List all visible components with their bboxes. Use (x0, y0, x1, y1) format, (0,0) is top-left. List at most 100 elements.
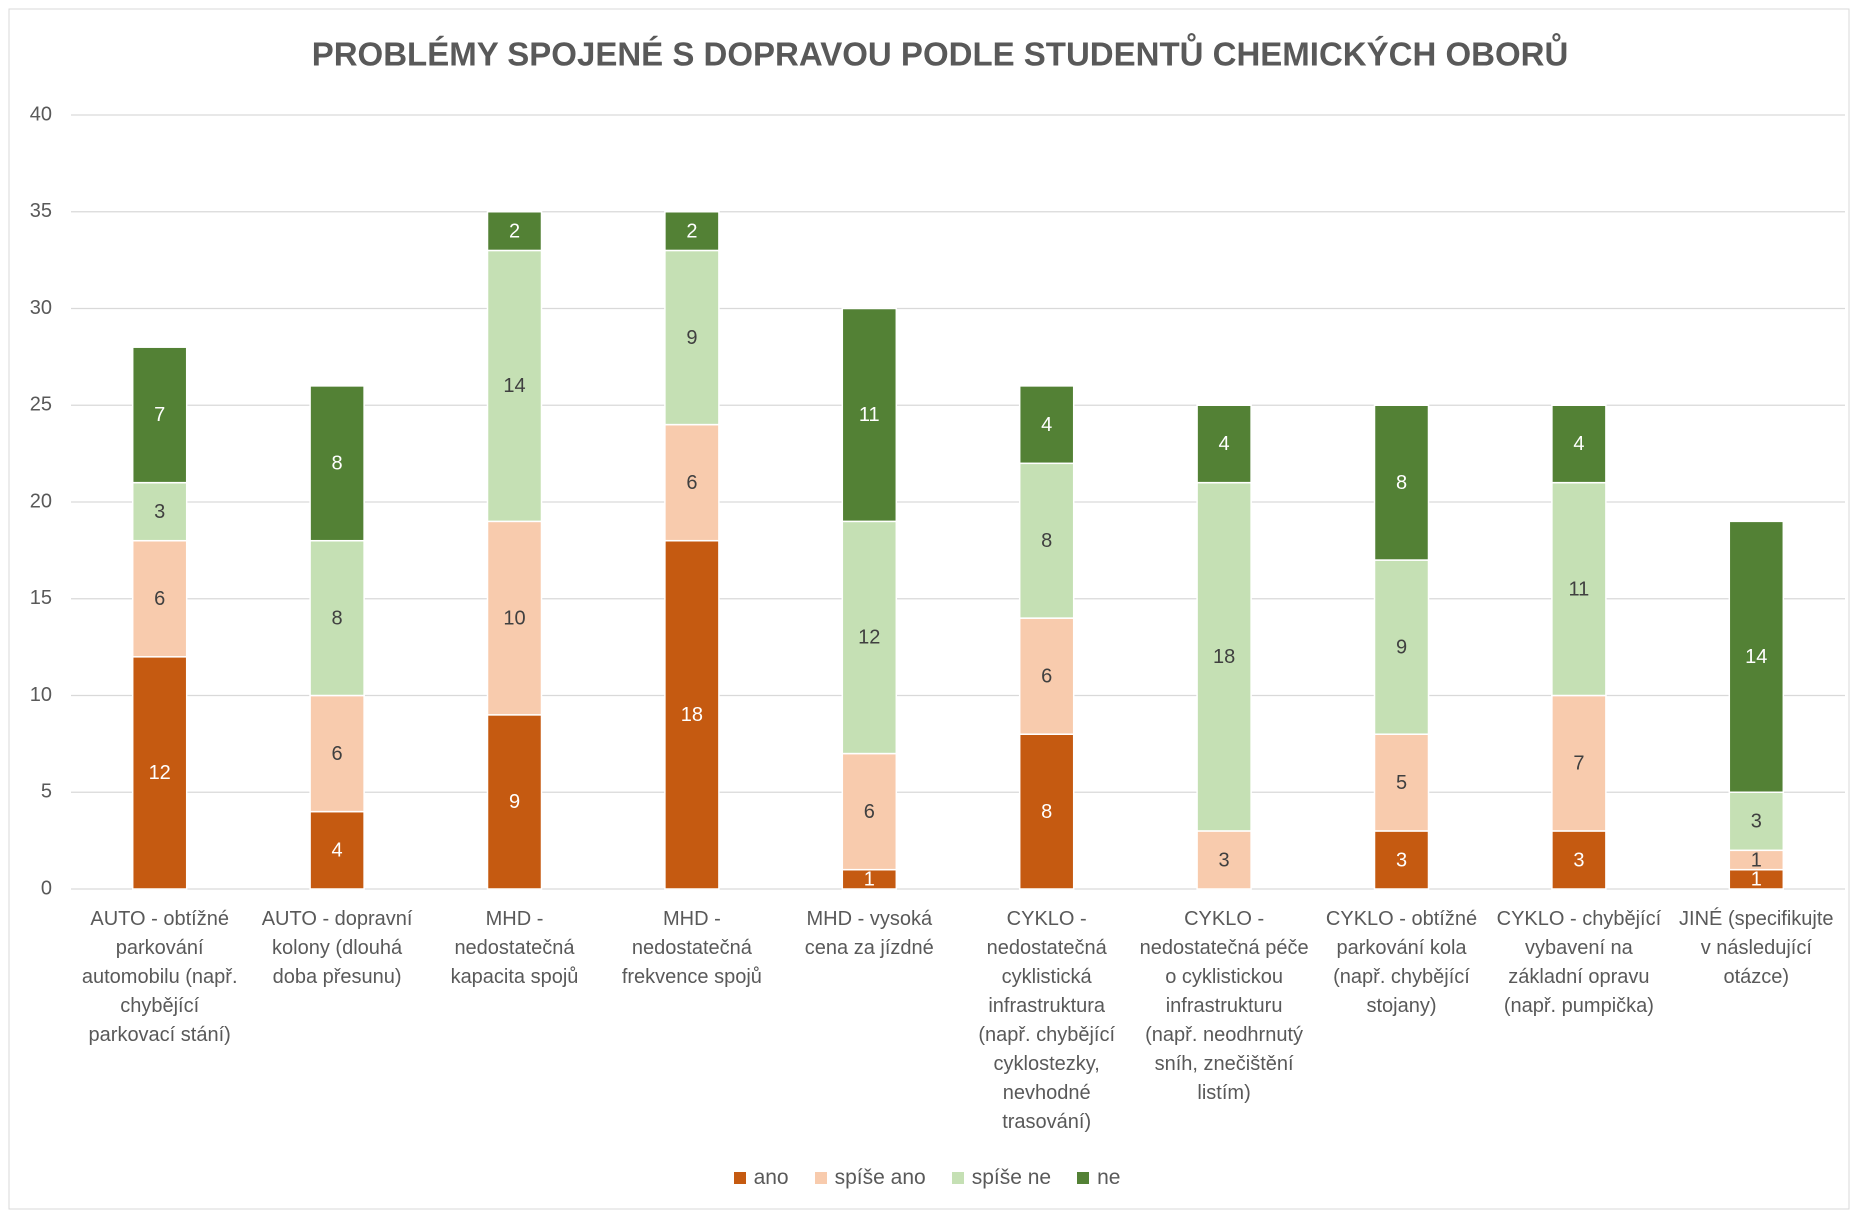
y-tick-label: 35 (30, 200, 52, 222)
data-label: 9 (509, 791, 520, 813)
y-tick-label: 30 (30, 297, 52, 319)
data-label: 6 (686, 472, 697, 494)
bar-segment (309, 385, 365, 542)
bar-segment (131, 346, 188, 484)
x-tick-label: CYKLO - obtížné parkování kola (např. ch… (1325, 908, 1478, 1017)
data-label: 11 (1569, 578, 1590, 600)
bar-segment (664, 249, 720, 426)
legend-label: spíše ano (834, 1166, 926, 1189)
legend-swatch (951, 1172, 964, 1184)
data-label: 3 (154, 501, 165, 523)
data-label: 7 (154, 404, 165, 426)
y-tick-label: 40 (30, 103, 52, 125)
data-label: 9 (1396, 636, 1407, 658)
legend-swatch (1077, 1172, 1090, 1184)
data-label: 4 (1573, 433, 1584, 455)
bar-segment (309, 539, 365, 697)
x-tick-label: MHD - nedostatečná kapacita spojů (450, 908, 579, 988)
x-tick-label: JINÉ (specifikujte v následující otázce) (1679, 908, 1834, 988)
bar-segment (1551, 404, 1607, 484)
legend: ano spíše ano spíše ne ne (0, 1166, 1854, 1190)
data-label: 14 (503, 375, 525, 397)
bar-segment (1018, 733, 1075, 890)
data-label: 1 (1751, 869, 1762, 891)
bar-segment (486, 714, 543, 890)
legend-swatch (733, 1172, 746, 1184)
data-label: 3 (1219, 849, 1230, 871)
data-label: 3 (1573, 849, 1584, 871)
data-label: 6 (154, 588, 165, 610)
data-label: 18 (681, 704, 703, 726)
bar-segment (1196, 481, 1252, 832)
bar-segment (664, 423, 720, 542)
bar-segment (664, 211, 720, 252)
x-tick-label: MHD - vysoká cena za jízdné (804, 908, 934, 959)
bar-segment (1196, 830, 1252, 890)
data-label: 6 (1041, 665, 1052, 687)
bar-segment (486, 520, 543, 716)
y-tick-label: 15 (30, 587, 52, 609)
data-label: 4 (1041, 414, 1052, 436)
legend-swatch (814, 1172, 827, 1184)
chart-title: PROBLÉMY SPOJENÉ S DOPRAVOU PODLE STUDEN… (312, 33, 1569, 73)
y-tick-label: 25 (30, 394, 52, 416)
bar-segment (309, 810, 365, 890)
data-label: 9 (686, 327, 697, 349)
legend-item: ano (733, 1166, 789, 1190)
bar-segment (131, 539, 188, 658)
data-label: 11 (859, 404, 880, 426)
bar-segment (1373, 733, 1430, 832)
bar-segment (841, 752, 898, 871)
data-label: 10 (503, 607, 525, 629)
data-label: 8 (1396, 472, 1407, 494)
bar-segment (1728, 520, 1785, 793)
data-label: 8 (332, 607, 343, 629)
chart-border (8, 8, 1850, 1210)
data-label: 8 (1041, 530, 1052, 552)
bar-segment (1196, 404, 1252, 484)
legend-item: spíše ano (814, 1166, 926, 1190)
bar-segment (1018, 617, 1075, 735)
data-label: 14 (1745, 646, 1767, 668)
data-label: 8 (332, 453, 343, 475)
data-label: 7 (1573, 753, 1584, 775)
data-label: 4 (332, 840, 343, 862)
legend-item: spíše ne (951, 1166, 1051, 1190)
bar-segment (1018, 385, 1075, 465)
data-label: 3 (1396, 849, 1407, 871)
data-label: 1 (1751, 849, 1762, 871)
y-tick-label: 20 (30, 490, 52, 512)
data-label: 3 (1751, 811, 1762, 833)
bar-segment (1551, 481, 1607, 697)
bar-segment (1018, 462, 1075, 619)
y-tick-label: 10 (30, 684, 52, 706)
bar-segment (486, 249, 543, 523)
data-label: 1 (864, 869, 875, 891)
bar-segment (309, 694, 365, 813)
legend-label: ne (1097, 1166, 1121, 1189)
data-label: 2 (509, 220, 520, 242)
x-tick-label: AUTO - dopravní kolony (dlouhá doba přes… (261, 908, 413, 988)
data-label: 5 (1396, 772, 1407, 794)
x-tick-label: CYKLO - nedostatečná péče o cyklistickou… (1139, 908, 1309, 1104)
y-tick-label: 0 (41, 877, 52, 899)
data-label: 12 (149, 762, 171, 784)
x-tick-label: CYKLO - chybějící vybavení na základní o… (1496, 908, 1662, 1017)
data-label: 12 (858, 627, 880, 649)
bar-segment (1551, 694, 1607, 832)
y-tick-label: 5 (41, 781, 52, 803)
x-tick-label: AUTO - obtížné parkování automobilu (nap… (81, 908, 238, 1046)
data-label: 8 (1041, 801, 1052, 823)
data-label: 4 (1219, 433, 1230, 455)
bar-segment (841, 307, 898, 523)
data-label: 6 (332, 743, 343, 765)
data-label: 2 (686, 220, 697, 242)
bar-segment (1373, 830, 1430, 890)
bar-segment (841, 520, 898, 755)
x-tick-label: MHD - nedostatečná frekvence spojů (621, 908, 762, 988)
bar-segment (1373, 404, 1430, 561)
data-label: 6 (864, 801, 875, 823)
data-label: 18 (1213, 646, 1235, 668)
